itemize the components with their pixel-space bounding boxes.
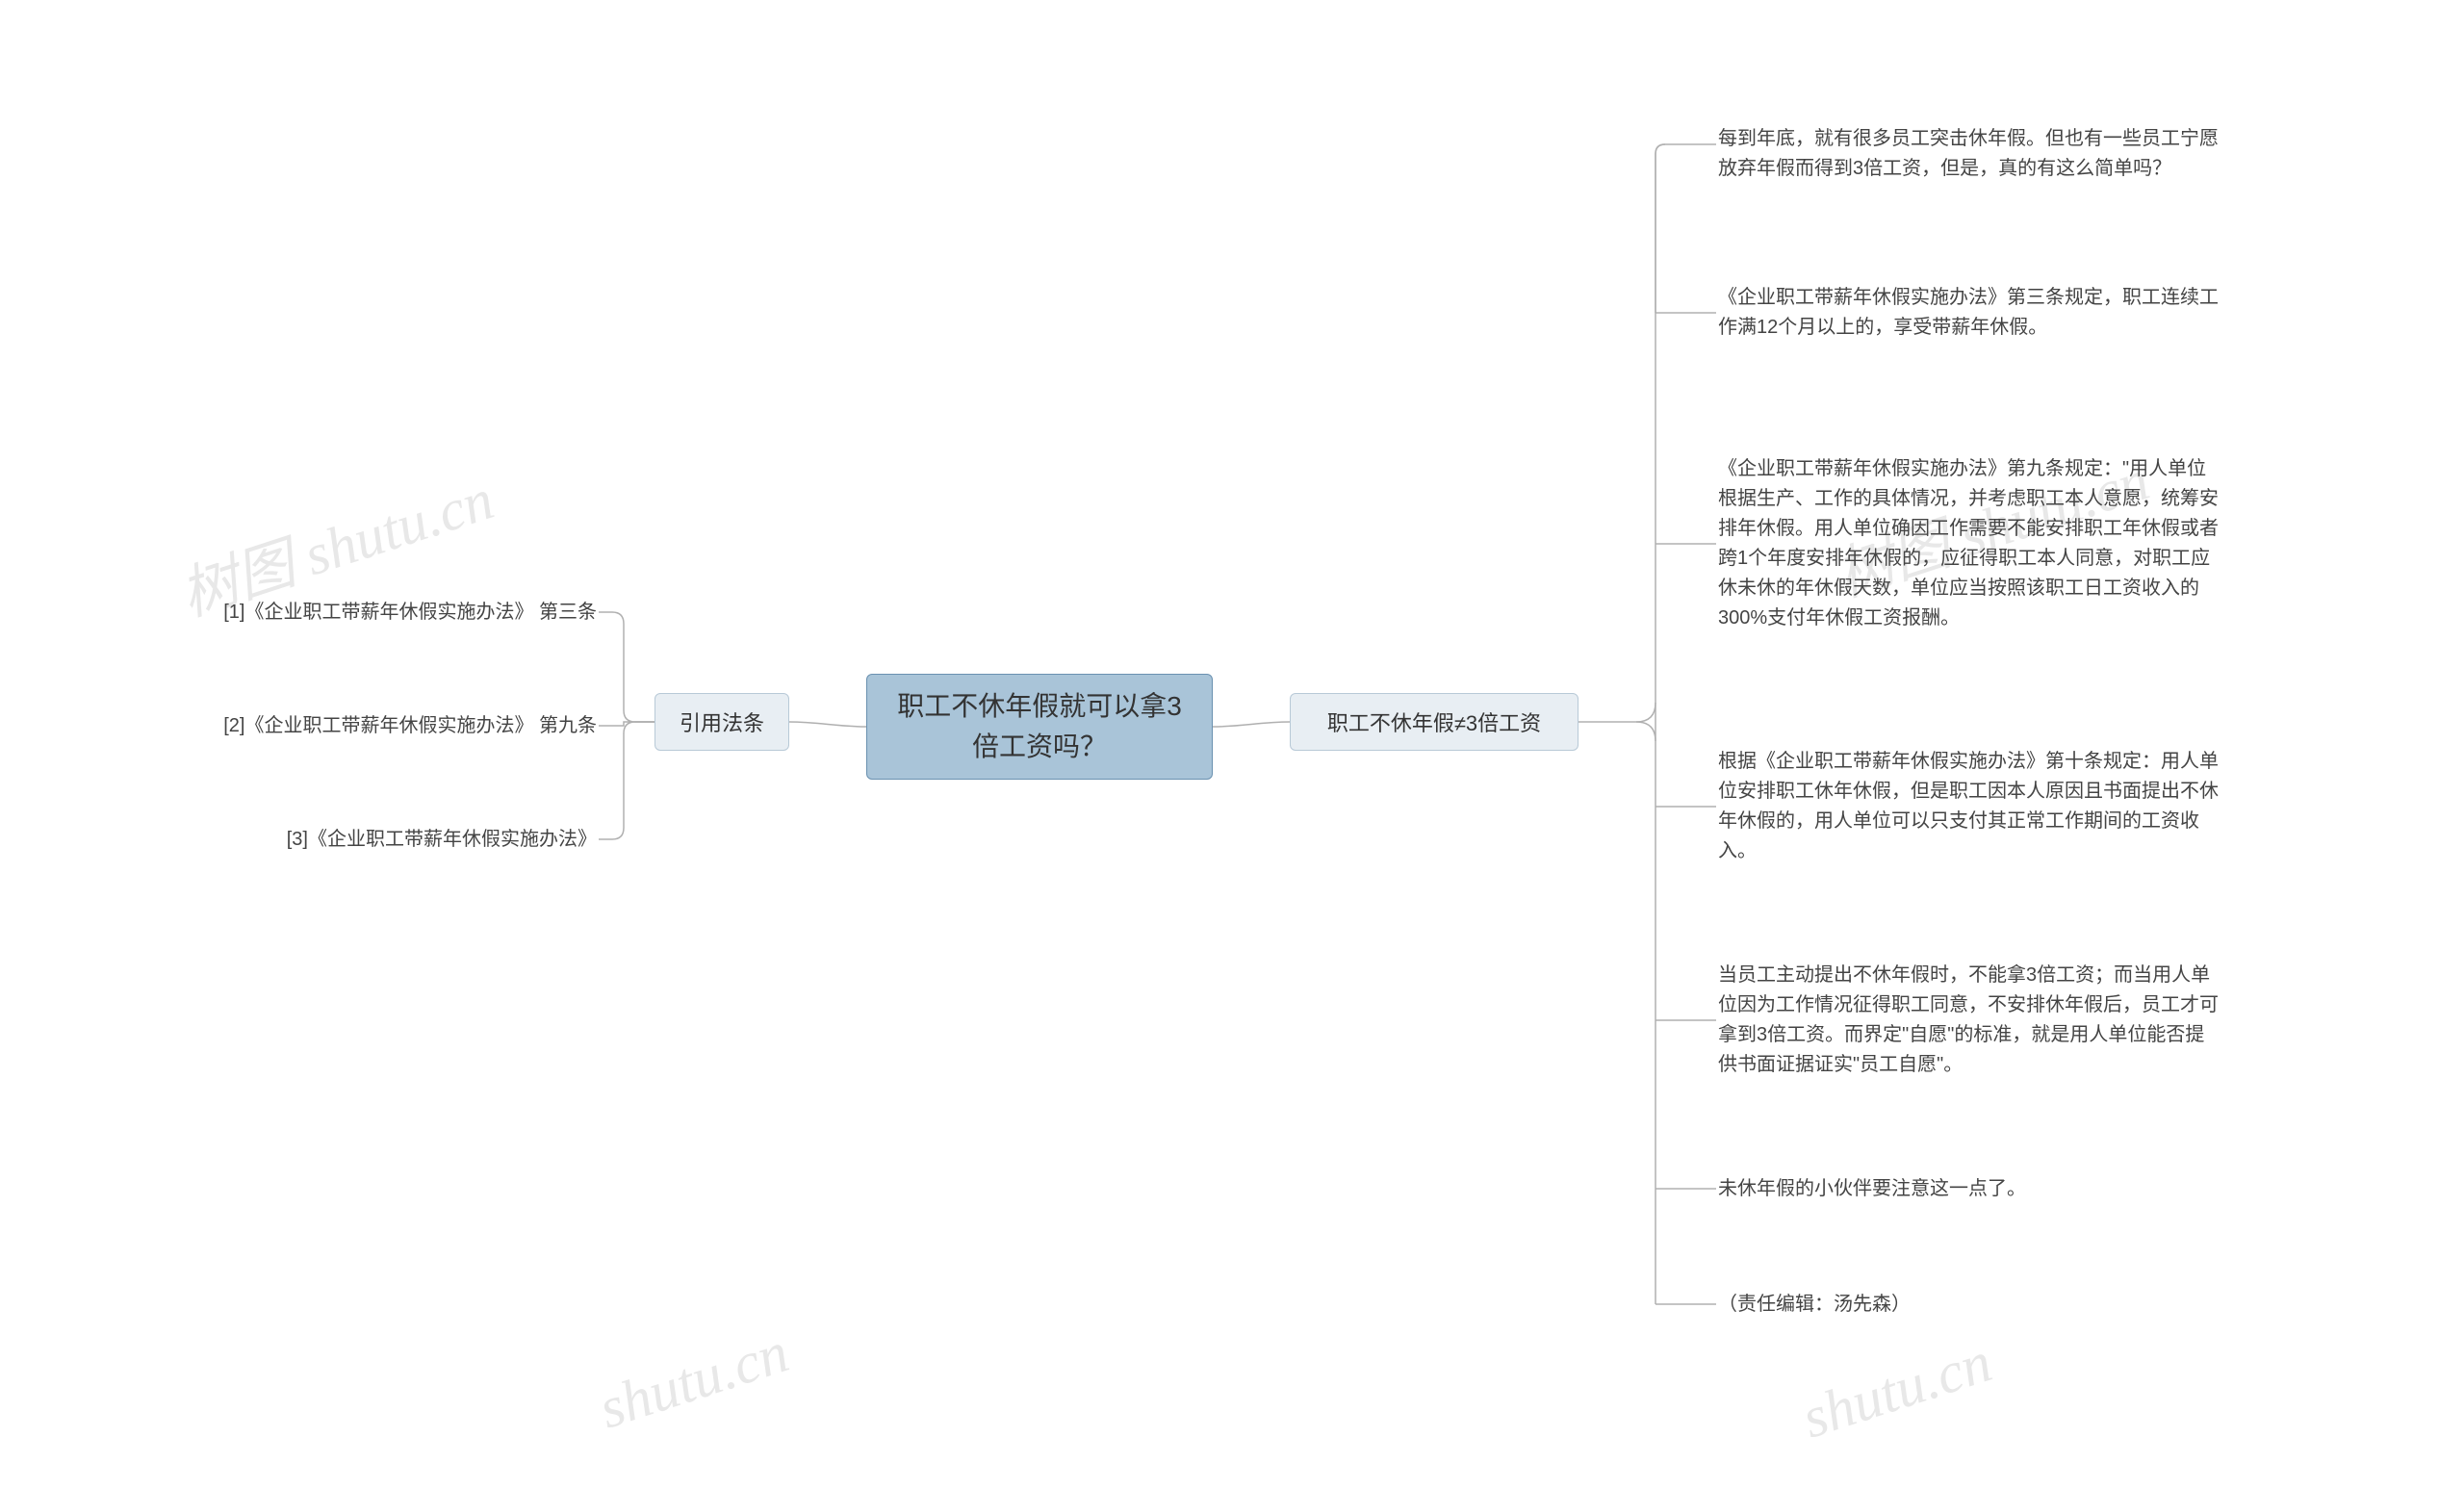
leaf-text: 《企业职工带薪年休假实施办法》第三条规定，职工连续工作满12个月以上的，享受带薪… [1718,283,2219,343]
leaf-left-item[interactable]: [1]《企业职工带薪年休假实施办法》 第三条 [87,597,597,628]
leaf-right-item[interactable]: 《企业职工带薪年休假实施办法》第三条规定，职工连续工作满12个月以上的，享受带薪… [1718,265,2219,361]
leaf-right-item[interactable]: 《企业职工带薪年休假实施办法》第九条规定："用人单位根据生产、工作的具体情况，并… [1718,414,2219,674]
root-label: 职工不休年假就可以拿3倍工资吗？ [886,686,1193,767]
leaf-text: 每到年底，就有很多员工突击休年假。但也有一些员工宁愿放弃年假而得到3倍工资，但是… [1718,124,2219,184]
leaf-right-item[interactable]: 未休年假的小伙伴要注意这一点了。 [1718,1169,2219,1208]
branch-right-label: 职工不休年假≠3倍工资 [1327,706,1541,737]
leaf-text: 未休年假的小伙伴要注意这一点了。 [1718,1174,2026,1204]
watermark: shutu.cn [591,1320,796,1443]
leaf-right-item[interactable]: 根据《企业职工带薪年休假实施办法》第十条规定：用人单位安排职工休年休假，但是职工… [1718,741,2219,871]
leaf-right-item[interactable]: 当员工主动提出不休年假时，不能拿3倍工资；而当用人单位因为工作情况征得职工同意，… [1718,938,2219,1102]
branch-left[interactable]: 引用法条 [654,693,789,751]
leaf-text: [2]《企业职工带薪年休假实施办法》 第九条 [223,711,597,741]
branch-left-label: 引用法条 [680,706,764,737]
branch-right[interactable]: 职工不休年假≠3倍工资 [1290,693,1578,751]
leaf-left-item[interactable]: [3]《企业职工带薪年休假实施办法》 [159,824,597,855]
leaf-text: 《企业职工带薪年休假实施办法》第九条规定："用人单位根据生产、工作的具体情况，并… [1718,454,2219,633]
leaf-text: （责任编辑：汤先森） [1718,1290,1911,1320]
leaf-text: 当员工主动提出不休年假时，不能拿3倍工资；而当用人单位因为工作情况征得职工同意，… [1718,961,2219,1080]
leaf-text: 根据《企业职工带薪年休假实施办法》第十条规定：用人单位安排职工休年休假，但是职工… [1718,747,2219,866]
leaf-right-item[interactable]: 每到年底，就有很多员工突击休年假。但也有一些员工宁愿放弃年假而得到3倍工资，但是… [1718,106,2219,202]
leaf-text: [1]《企业职工带薪年休假实施办法》 第三条 [223,598,597,628]
mindmap-canvas: 树图 shutu.cn 树图 shutu.cn shutu.cn shutu.c… [0,0,2464,1489]
leaf-left-item[interactable]: [2]《企业职工带薪年休假实施办法》 第九条 [87,710,597,741]
leaf-text: [3]《企业职工带薪年休假实施办法》 [287,825,597,855]
root-node[interactable]: 职工不休年假就可以拿3倍工资吗？ [866,674,1213,780]
leaf-right-item[interactable]: （责任编辑：汤先森） [1718,1285,2219,1323]
watermark: shutu.cn [1794,1329,1999,1452]
